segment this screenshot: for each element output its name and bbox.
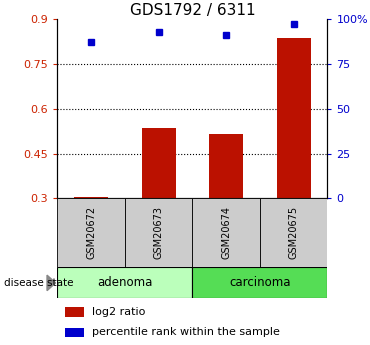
Bar <box>142 128 175 198</box>
Bar <box>192 267 327 298</box>
Title: GDS1792 / 6311: GDS1792 / 6311 <box>130 3 255 18</box>
Bar <box>57 267 192 298</box>
Bar <box>65 307 84 317</box>
Text: adenoma: adenoma <box>97 276 152 289</box>
Text: GSM20672: GSM20672 <box>86 206 96 259</box>
Text: disease state: disease state <box>4 278 73 288</box>
Text: GSM20674: GSM20674 <box>221 206 231 259</box>
Text: GSM20673: GSM20673 <box>154 206 164 259</box>
Bar <box>209 134 243 198</box>
Text: carcinoma: carcinoma <box>229 276 291 289</box>
Bar <box>277 38 310 198</box>
Text: log2 ratio: log2 ratio <box>92 307 146 317</box>
Bar <box>65 328 84 337</box>
Bar <box>74 197 108 198</box>
Bar <box>125 198 192 267</box>
Polygon shape <box>47 275 56 290</box>
Text: percentile rank within the sample: percentile rank within the sample <box>92 327 280 337</box>
Bar <box>192 198 260 267</box>
Bar <box>260 198 327 267</box>
Bar <box>57 198 125 267</box>
Text: GSM20675: GSM20675 <box>289 206 299 259</box>
